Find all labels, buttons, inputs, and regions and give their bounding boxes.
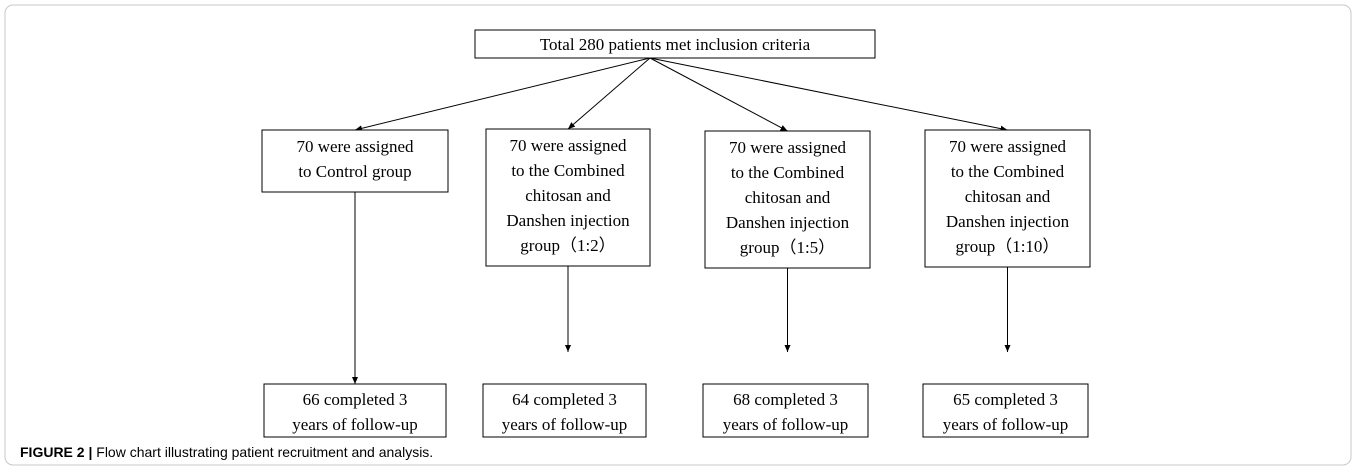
outcome-box [263, 383, 447, 438]
group-line: 70 were assigned [949, 137, 1067, 156]
group-line: 70 were assigned [296, 137, 414, 156]
group-line: chitosan and [525, 186, 611, 205]
arrow [649, 57, 1008, 132]
group-line: Danshen injection [946, 212, 1070, 231]
caption: FIGURE 2 | Flow chart illustrating patie… [20, 444, 433, 460]
outcome-line: 65 completed 3 [953, 390, 1058, 409]
outcome-line: years of follow-up [723, 415, 849, 434]
caption-text: Flow chart illustrating patient recruitm… [96, 444, 433, 460]
group-line: chitosan and [965, 187, 1051, 206]
group-line: group（1:5） [740, 238, 835, 257]
group-line: to Control group [298, 162, 411, 181]
group-line: 70 were assigned [729, 138, 847, 157]
group-line: Danshen injection [506, 211, 630, 230]
frame [4, 4, 1352, 466]
top-label: Total 280 patients met inclusion criteri… [540, 35, 811, 54]
arrow [649, 57, 788, 132]
outcome-line: 66 completed 3 [303, 390, 408, 409]
outcome-box [482, 383, 647, 438]
outcome-line: years of follow-up [502, 415, 628, 434]
group-line: group（1:2） [520, 236, 615, 255]
outcome-line: years of follow-up [292, 415, 418, 434]
group-line: to the Combined [511, 161, 625, 180]
outcome-line: years of follow-up [943, 415, 1069, 434]
group-line: chitosan and [745, 188, 831, 207]
outcome-box [922, 383, 1089, 438]
arrow [567, 57, 651, 130]
outcome-line: 64 completed 3 [512, 390, 617, 409]
outcome-box [702, 383, 869, 438]
outcome-line: 68 completed 3 [733, 390, 838, 409]
caption-label: FIGURE 2 | [20, 444, 92, 460]
group-line: 70 were assigned [509, 136, 627, 155]
group-line: Danshen injection [726, 213, 850, 232]
group-box [704, 130, 871, 269]
group-line: to the Combined [731, 163, 845, 182]
group-line: to the Combined [951, 162, 1065, 181]
group-line: group（1:10） [956, 237, 1060, 256]
arrow [354, 57, 651, 132]
top-box [474, 29, 876, 59]
group-box [261, 129, 449, 193]
